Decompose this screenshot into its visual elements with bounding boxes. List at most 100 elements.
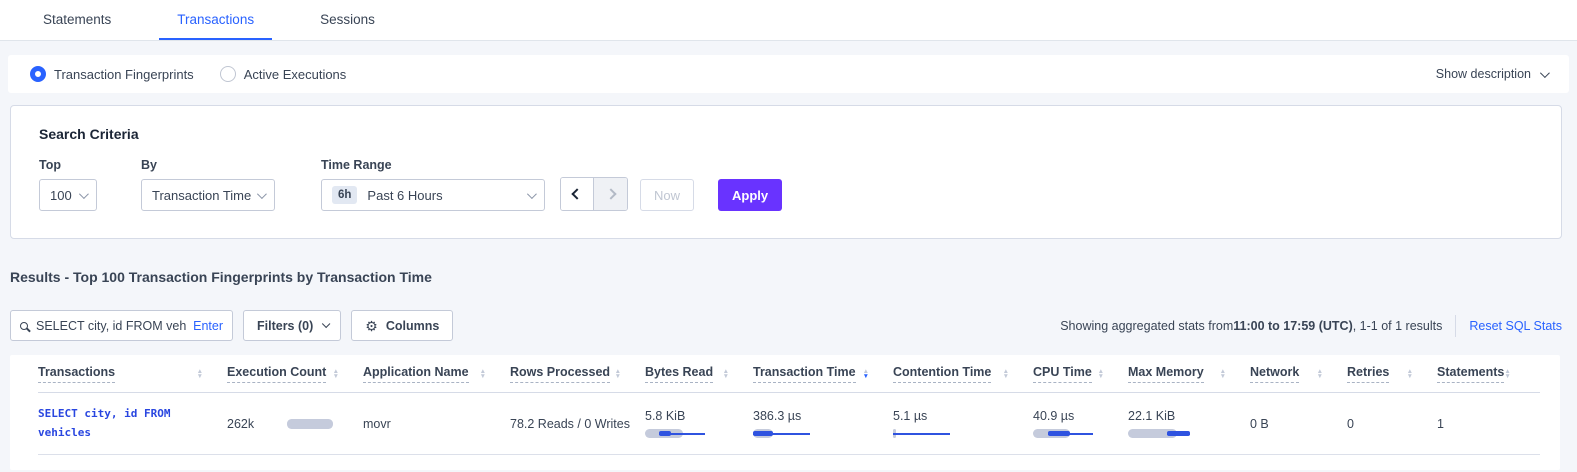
- radio-transaction-fingerprints[interactable]: Transaction Fingerprints: [30, 66, 194, 82]
- column-header-statements[interactable]: Statements ▲ ▼: [1437, 365, 1522, 383]
- cell-application-name: movr: [363, 416, 510, 431]
- transactions-table-panel: Transactions ▲ ▼ Execution Count ▲ ▼ Applicati…: [10, 355, 1560, 470]
- time-range-label: Time Range: [321, 158, 392, 172]
- column-label: Execution Count: [227, 365, 327, 383]
- column-header-transaction-time[interactable]: Transaction Time ▲ ▼: [753, 365, 893, 383]
- search-input[interactable]: [36, 318, 188, 333]
- view-toggle-group: Transaction Fingerprints Active Executio…: [30, 66, 346, 82]
- time-range-value: Past 6 Hours: [367, 187, 443, 203]
- sort-icon[interactable]: ▲ ▼: [1406, 368, 1413, 380]
- statement-search-box[interactable]: Enter: [10, 310, 233, 341]
- enter-hint[interactable]: Enter: [193, 318, 223, 333]
- sort-icon[interactable]: ▲ ▼: [614, 368, 621, 380]
- search-icon: [20, 321, 28, 330]
- filters-button[interactable]: Filters (0): [243, 310, 342, 341]
- metric-bar: [287, 418, 349, 429]
- columns-button[interactable]: ⚙ Columns: [351, 310, 454, 341]
- top-label: Top: [39, 158, 61, 172]
- time-range-select[interactable]: 6h Past 6 Hours: [321, 179, 545, 211]
- search-criteria-panel: Search Criteria Top 100 By Transaction T…: [10, 105, 1562, 239]
- cell-value: 5.1 µs: [893, 409, 928, 423]
- radio-label: Active Executions: [243, 66, 347, 82]
- column-header-rows-processed[interactable]: Rows Processed ▲ ▼: [510, 365, 645, 383]
- page-tabbar: Statements Transactions Sessions: [0, 0, 1577, 41]
- stats-suffix: , 1-1 of 1 results: [1352, 318, 1443, 333]
- sort-icon[interactable]: ▲ ▼: [332, 368, 339, 380]
- sort-icon[interactable]: ▲ ▼: [722, 368, 729, 380]
- now-button[interactable]: Now: [640, 179, 695, 211]
- transaction-fingerprint-link[interactable]: SELECT city, id FROM vehicles: [38, 406, 171, 439]
- results-controls-row: Enter Filters (0) ⚙ Columns Showing aggr…: [10, 310, 1562, 341]
- time-range-badge: 6h: [332, 186, 358, 204]
- sort-icon[interactable]: ▲ ▼: [862, 368, 869, 380]
- cell-retries: 0: [1347, 416, 1437, 431]
- top-select[interactable]: 100: [39, 179, 97, 211]
- radio-unselected-icon[interactable]: [219, 66, 236, 82]
- sort-icon[interactable]: ▲ ▼: [1002, 368, 1009, 380]
- cell-rows-processed: 78.2 Reads / 0 Writes: [510, 416, 645, 431]
- by-field: By Transaction Time: [141, 158, 321, 211]
- chevron-left-icon: [571, 188, 583, 200]
- chevron-right-icon: [604, 188, 617, 200]
- chevron-down-icon: [78, 188, 89, 199]
- cell-value: 386.3 µs: [753, 409, 802, 423]
- radio-active-executions[interactable]: Active Executions: [219, 66, 347, 82]
- metric-bar: [1128, 429, 1190, 438]
- filters-label: Filters (0): [257, 318, 314, 333]
- show-description-label: Show description: [1435, 67, 1531, 81]
- sort-icon[interactable]: ▲ ▼: [1097, 368, 1104, 380]
- cell-value: 0 B: [1250, 417, 1269, 431]
- column-label: Retries: [1347, 365, 1390, 383]
- cell-max-memory: 22.1 KiB: [1128, 409, 1250, 438]
- column-header-transactions[interactable]: Transactions ▲ ▼: [38, 365, 227, 383]
- sort-icon[interactable]: ▲ ▼: [196, 368, 203, 380]
- tab-sessions[interactable]: Sessions: [320, 11, 375, 27]
- by-select[interactable]: Transaction Time: [141, 179, 275, 211]
- radio-label: Transaction Fingerprints: [54, 66, 194, 82]
- cell-value: 0: [1347, 417, 1354, 431]
- table-row: SELECT city, id FROM vehicles 262k movr 78.…: [38, 393, 1540, 455]
- column-header-contention-time[interactable]: Contention Time ▲ ▼: [893, 365, 1033, 383]
- column-header-application-name[interactable]: Application Name ▲ ▼: [363, 365, 510, 383]
- by-label: By: [141, 158, 157, 172]
- metric-bar: [645, 429, 707, 438]
- table-header-row: Transactions ▲ ▼ Execution Count ▲ ▼ Applicati…: [38, 365, 1540, 393]
- column-header-max-memory[interactable]: Max Memory ▲ ▼: [1128, 365, 1250, 383]
- chevron-down-icon: [1539, 67, 1550, 78]
- column-header-retries[interactable]: Retries ▲ ▼: [1347, 365, 1437, 383]
- column-header-network[interactable]: Network ▲ ▼: [1250, 365, 1347, 383]
- cell-statements: 1: [1437, 416, 1522, 431]
- aggregated-stats-text: Showing aggregated stats from 11:00 to 1…: [1060, 314, 1562, 337]
- metric-bar: [1033, 429, 1095, 438]
- tab-transactions[interactable]: Transactions: [159, 0, 273, 40]
- tab-statements[interactable]: Statements: [43, 11, 112, 27]
- column-header-execution-count[interactable]: Execution Count ▲ ▼: [227, 365, 363, 383]
- radio-selected-icon[interactable]: [30, 66, 46, 82]
- next-interval-button[interactable]: [594, 178, 627, 210]
- sort-icon[interactable]: ▲ ▼: [1219, 368, 1226, 380]
- apply-button[interactable]: Apply: [718, 179, 783, 211]
- cell-contention-time: 5.1 µs: [893, 409, 1033, 438]
- sort-icon[interactable]: ▲ ▼: [479, 368, 486, 380]
- previous-interval-button[interactable]: [561, 178, 594, 210]
- chevron-down-icon: [322, 319, 331, 328]
- top-select-value: 100: [50, 187, 72, 203]
- cell-execution-count: 262k: [227, 417, 363, 431]
- time-range-field: Time Range 6h Past 6 Hours: [321, 158, 545, 211]
- cell-bytes-read: 5.8 KiB: [645, 409, 753, 438]
- by-select-value: Transaction Time: [152, 187, 252, 203]
- cell-transaction-time: 386.3 µs: [753, 409, 893, 438]
- sort-icon[interactable]: ▲ ▼: [1316, 368, 1323, 380]
- sort-icon[interactable]: ▲ ▼: [1504, 368, 1511, 380]
- time-range-pager: [560, 177, 628, 211]
- reset-sql-stats-link[interactable]: Reset SQL Stats: [1469, 318, 1562, 333]
- column-header-cpu-time[interactable]: CPU Time ▲ ▼: [1033, 365, 1128, 383]
- column-header-bytes-read[interactable]: Bytes Read ▲ ▼: [645, 365, 753, 383]
- search-criteria-controls: Top 100 By Transaction Time Time Range 6…: [39, 158, 1533, 211]
- chevron-down-icon: [526, 188, 537, 199]
- top-field: Top 100: [39, 158, 141, 211]
- cell-value: 78.2 Reads / 0 Writes: [510, 417, 630, 431]
- gear-icon: ⚙: [365, 317, 378, 334]
- cell-cpu-time: 40.9 µs: [1033, 409, 1128, 438]
- show-description-toggle[interactable]: Show description: [1435, 67, 1550, 81]
